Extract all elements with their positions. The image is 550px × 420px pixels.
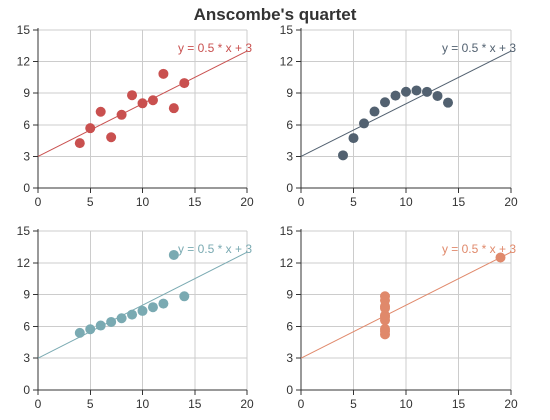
y-tick-label: 12 [280,55,294,69]
chart-title: Anscombe's quartet [194,5,357,24]
y-tick-label: 3 [286,351,293,365]
data-point [85,123,96,134]
panel-4: 0 5 10 15 20 0 3 6 9 12 15 y = 0.5 * x + 3 [280,224,518,411]
data-point [106,132,117,143]
x-tick-label: 0 [298,397,305,411]
data-point [401,86,411,97]
regression-line [37,251,248,359]
y-tick-label: 6 [286,319,293,333]
x-tick-label: 5 [87,195,94,209]
data-point [179,291,190,302]
data-point [95,320,106,331]
y-tick-label: 6 [286,118,293,132]
y-tick-label: 3 [23,149,30,163]
y-tick-label: 0 [286,181,293,195]
y-tick-label: 9 [23,86,30,100]
y-tick-label: 12 [280,256,294,270]
x-tick-label: 5 [350,195,357,209]
x-tick-label: 20 [504,195,518,209]
x-tick-label: 20 [240,195,254,209]
x-tick-label: 10 [136,397,150,411]
data-point [147,95,158,106]
y-tick-label: 15 [280,23,294,37]
data-point [411,85,422,96]
regression-annotation: y = 0.5 * x + 3 [442,41,516,55]
data-point [359,118,369,129]
x-tick-label: 20 [504,397,518,411]
data-point [137,98,148,109]
x-tick-label: 15 [188,397,202,411]
panel-3: 0 5 10 15 20 0 3 6 9 12 15 y = 0.5 * x + 3 [17,224,254,411]
x-tick-label: 20 [240,397,254,411]
data-point [168,103,179,114]
data-point [116,109,127,120]
x-tick-label: 10 [136,195,150,209]
data-point [116,313,127,324]
x-tick-label: 10 [399,195,413,209]
data-point [106,316,117,327]
y-tick-label: 0 [286,383,293,397]
data-point [495,252,506,263]
data-point [380,326,390,337]
data-point [137,305,148,316]
data-point [179,78,190,89]
y-tick-label: 12 [17,256,31,270]
panel-1: 0 5 10 15 20 0 3 6 9 12 15 y = 0.5 * x + 3 [17,23,254,209]
x-tick-label: 0 [35,195,42,209]
data-point [85,324,96,335]
y-tick-label: 15 [17,224,31,238]
x-tick-label: 5 [87,397,94,411]
y-tick-label: 6 [23,319,30,333]
y-tick-label: 3 [286,149,293,163]
y-tick-label: 0 [23,383,30,397]
y-tick-label: 9 [23,288,30,302]
data-point [443,97,453,108]
x-tick-label: 0 [35,397,42,411]
x-tick-label: 15 [452,397,466,411]
data-point [338,150,348,161]
data-point [168,249,179,260]
regression-annotation: y = 0.5 * x + 3 [442,242,516,256]
x-tick-label: 15 [188,195,202,209]
data-point [432,90,443,101]
x-tick-label: 15 [452,195,466,209]
y-tick-label: 0 [23,181,30,195]
data-point [147,302,158,313]
data-point [95,106,106,117]
data-point [158,68,169,79]
data-point [390,90,401,101]
y-tick-label: 3 [23,351,30,365]
data-point [158,298,169,309]
data-point [74,138,85,149]
data-point [380,301,390,312]
data-point [348,133,359,144]
y-tick-label: 12 [17,55,31,69]
regression-line [300,50,512,157]
data-point [127,309,138,320]
x-tick-label: 10 [399,397,413,411]
x-tick-label: 5 [350,397,357,411]
x-tick-label: 0 [298,195,305,209]
data-point [74,327,85,338]
data-point [380,311,390,322]
y-tick-label: 15 [17,23,31,37]
y-tick-label: 9 [286,86,293,100]
y-tick-label: 6 [23,118,30,132]
panel-2: 0 5 10 15 20 0 3 6 9 12 15 y = 0.5 * x + 3 [280,23,518,209]
data-point [127,90,138,101]
data-point [422,86,432,97]
y-tick-label: 15 [280,224,294,238]
y-tick-label: 9 [286,288,293,302]
data-point [380,97,390,108]
regression-annotation: y = 0.5 * x + 3 [178,41,252,55]
regression-line [300,251,512,359]
regression-annotation: y = 0.5 * x + 3 [178,242,252,256]
data-point [369,106,380,117]
